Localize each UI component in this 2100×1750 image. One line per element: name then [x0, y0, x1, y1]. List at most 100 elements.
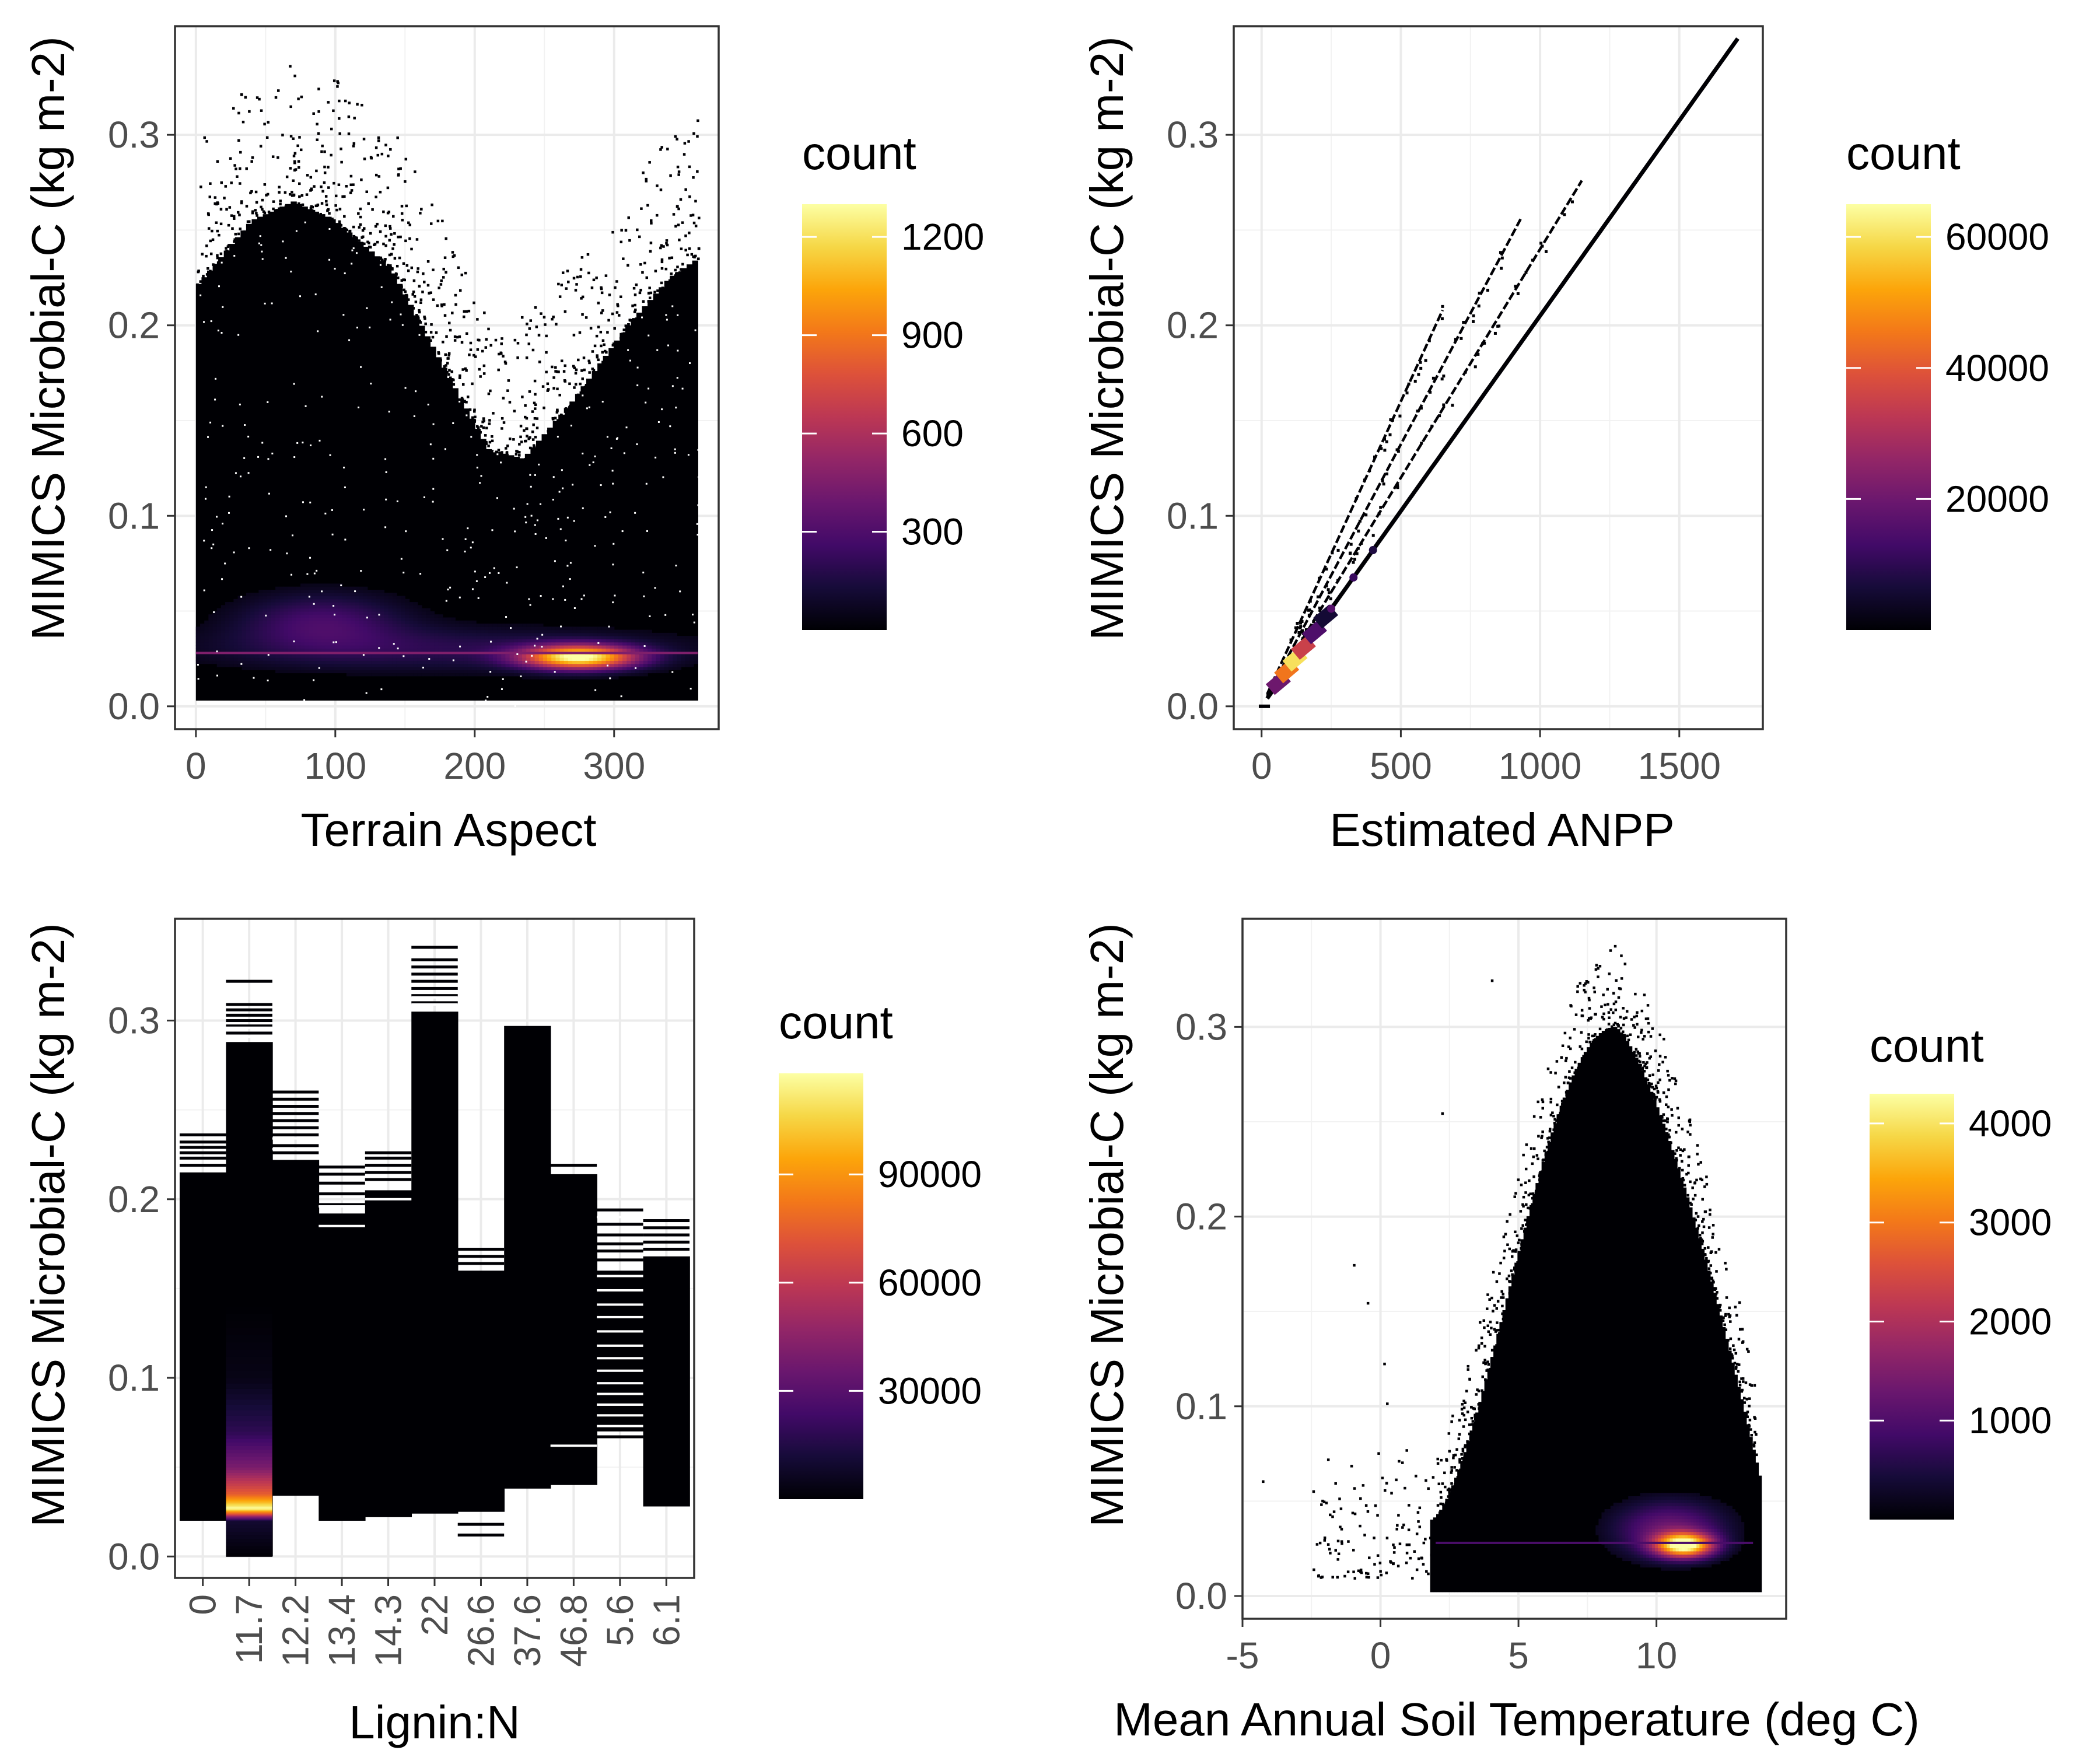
- heat-column: [1668, 1141, 1672, 1592]
- heat-speck: [683, 142, 687, 145]
- heat-cell: [417, 642, 422, 646]
- heat-cell: [564, 632, 569, 636]
- heat-cell: [208, 614, 214, 618]
- heat-cell: [342, 663, 347, 667]
- heat-cell: [342, 639, 347, 643]
- heat-speck: [690, 214, 692, 217]
- heat-gap: [667, 344, 670, 346]
- heat-cell: [334, 636, 339, 640]
- heat-cell: [401, 642, 405, 646]
- heat-cell: [614, 642, 619, 646]
- heat-speck: [1716, 1297, 1719, 1300]
- heat-stripe: [597, 1362, 643, 1366]
- heat-cell: [480, 673, 485, 677]
- heat-cell: [438, 673, 443, 677]
- heat-cell: [254, 663, 259, 667]
- heat-cell: [212, 617, 218, 621]
- heat-gap: [656, 349, 659, 351]
- heat-speck: [244, 96, 247, 99]
- heat-cell: [501, 642, 506, 646]
- heat-speck: [387, 211, 391, 214]
- lignin-y-axis-title: MIMICS Microbial-C (kg m-2): [22, 923, 74, 1527]
- heat-cell: [254, 593, 259, 597]
- heat-cell: [509, 626, 514, 631]
- heat-cell: [542, 670, 548, 674]
- heat-column: [513, 457, 520, 701]
- heat-speck: [1551, 1111, 1554, 1114]
- heat-cell: [689, 657, 694, 661]
- heat-cell: [455, 629, 460, 634]
- heat-cell: [576, 642, 582, 646]
- heat-cell: [618, 648, 623, 652]
- heat-cell: [229, 602, 234, 606]
- heat-cell: [388, 598, 393, 603]
- heat-speck: [1741, 1340, 1745, 1343]
- heat-speck: [255, 201, 258, 204]
- heat-cell: [492, 629, 498, 634]
- heat-speck: [276, 89, 280, 92]
- heat-speck: [444, 364, 447, 367]
- heat-column: [1674, 1158, 1678, 1592]
- heat-gap: [331, 533, 334, 536]
- heat-cell: [392, 654, 397, 658]
- heat-cell: [229, 642, 234, 646]
- heat-speck: [692, 176, 695, 179]
- heat-cell: [367, 589, 372, 593]
- heat-cell: [652, 639, 657, 643]
- heat-speck: [240, 201, 243, 205]
- heat-speck: [1709, 1208, 1712, 1212]
- heat-cell: [522, 654, 527, 658]
- heat-speck: [1464, 1446, 1466, 1449]
- heat-speck: [298, 166, 300, 169]
- heat-cell: [254, 642, 259, 646]
- heat-cell: [505, 629, 510, 634]
- heat-speck: [1458, 1419, 1461, 1422]
- heat-cell: [476, 673, 481, 677]
- heat-stripe: [226, 1008, 272, 1012]
- heat-cell: [321, 586, 326, 590]
- heat-cell: [279, 598, 284, 603]
- heat-cell: [610, 632, 615, 636]
- heat-gap: [261, 250, 263, 253]
- heat-speck: [289, 65, 292, 68]
- heat-cell: [438, 648, 443, 652]
- heat-cell: [271, 605, 276, 609]
- heat-speck: [199, 280, 202, 283]
- heat-stripe: [272, 1126, 319, 1129]
- heat-speck: [418, 309, 421, 312]
- heat-cell: [338, 605, 343, 609]
- heat-speck: [1454, 1480, 1457, 1483]
- heat-cell: [296, 629, 301, 634]
- heat-speck: [660, 244, 663, 247]
- heat-cell: [359, 636, 364, 640]
- heat-cell: [237, 596, 243, 600]
- heat-speck: [1511, 1273, 1514, 1276]
- x-tick-label: 37.6: [506, 1594, 548, 1667]
- heat-gap: [474, 570, 476, 573]
- heat-speck: [672, 213, 676, 216]
- heat-cell: [258, 593, 264, 597]
- heat-cell: [309, 596, 314, 600]
- heat-cell: [380, 636, 385, 640]
- heat-speck: [1541, 1100, 1545, 1104]
- heat-speck: [572, 334, 576, 337]
- heat-speck: [576, 393, 580, 397]
- heat-cell: [258, 666, 264, 670]
- heat-speck: [403, 278, 406, 282]
- heat-speck: [234, 233, 237, 236]
- heat-cell: [275, 642, 280, 646]
- heat-speck: [379, 191, 382, 194]
- heat-speck: [1712, 1233, 1714, 1236]
- heat-speck: [1681, 1160, 1684, 1163]
- heat-gap: [309, 556, 312, 559]
- heat-speck: [1379, 506, 1382, 509]
- heat-cell: [258, 629, 264, 634]
- heat-gap: [541, 646, 543, 648]
- heat-cell: [447, 673, 452, 677]
- heat-speck: [424, 322, 427, 326]
- heat-cell: [296, 639, 301, 643]
- heat-speck: [677, 170, 681, 173]
- heat-cell: [497, 654, 502, 658]
- heat-speck: [1316, 595, 1320, 598]
- heat-speck: [492, 412, 495, 415]
